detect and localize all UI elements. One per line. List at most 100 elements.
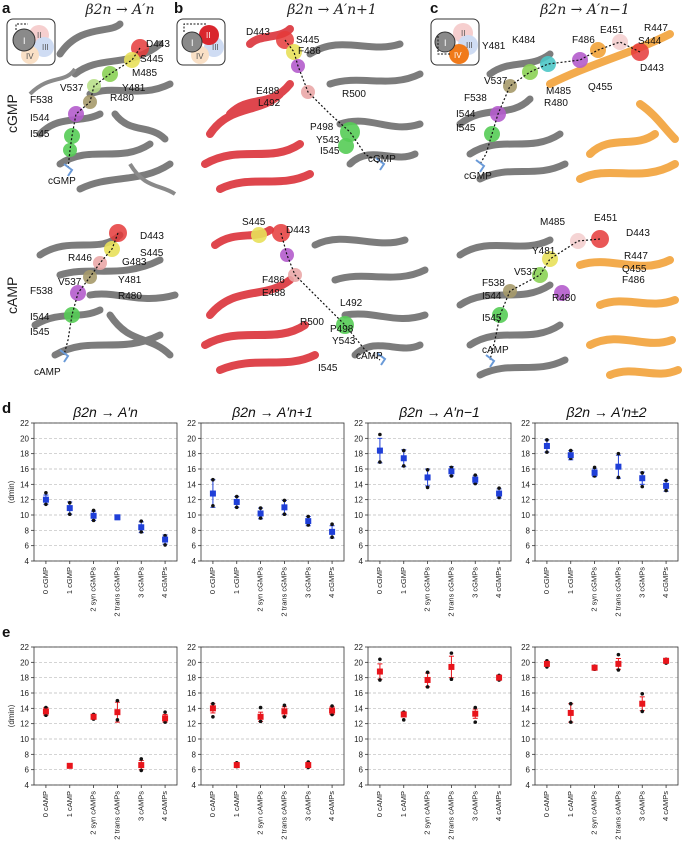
label-b-cgmp-1: S445 [296,35,320,46]
ytick-label-d3-20: 20 [354,434,363,443]
mean-marker-e1-5 [162,715,169,722]
label-a-camp-9: I545 [30,327,50,338]
ytick-label-d1-12: 12 [20,496,29,505]
mean-marker-d1-2 [90,512,97,519]
sample-point-e2-3-1 [282,714,287,719]
plot-frame-d4 [534,422,679,562]
ytick-label-d1-6: 6 [25,542,30,551]
label-b-cgmp-3: E488 [256,86,280,97]
mean-marker-d4-2 [591,469,598,476]
label-c-camp-10: R480 [552,293,576,304]
sample-point-e1-3-1 [115,718,120,722]
xtick-label-e2-1: 1 cAMP [232,791,241,817]
sample-point-e2-2-0 [258,705,263,710]
sample-point-d4-2-0 [592,465,597,470]
sample-point-d4-1-0 [568,448,573,453]
xtick-label-d4-1: 1 cGMP [566,567,575,594]
sample-point-d4-0-1 [545,450,549,454]
ytick-label-d4-14: 14 [521,480,530,489]
sample-point-e2-0-0 [211,701,215,706]
sample-point-d4-4-1 [640,484,645,489]
sample-point-e4-3-1 [616,668,621,672]
mean-marker-e1-3 [114,709,121,716]
mean-marker-e1-4 [138,762,145,769]
mean-marker-e2-0 [209,705,216,712]
label-c-camp-1: E451 [594,213,618,224]
xtick-label-e1-4: 3 cAMPs [136,791,145,821]
label-a-camp-8: I544 [30,312,50,323]
sample-point-e2-2-1 [258,719,263,724]
sample-point-d2-2-0 [258,506,263,510]
ytick-label-d4-10: 10 [521,511,530,520]
mean-marker-e3-1 [400,711,407,718]
ytick-label-d3-18: 18 [354,450,363,459]
mean-marker-d1-4 [138,524,145,531]
ytick-label-d2-10: 10 [187,511,196,520]
xtick-label-d1-0: 0 cGMP [41,567,50,594]
xtick-label-e3-5: 4 cAMPs [494,791,503,821]
label-c-cgmp-14: cGMP [464,171,492,182]
sample-point-d1-4-1 [139,530,144,534]
chart-title-d1: β2n → A′n [72,404,138,420]
label-c-cgmp-11: R480 [544,98,568,109]
mean-marker-e4-3 [615,660,622,667]
label-a-camp-3: G483 [122,257,147,268]
label-a-cgmp-8: I545 [30,129,50,140]
label-a-cgmp-4: R480 [110,93,134,104]
mean-marker-d3-2 [424,474,431,481]
ytick-label-d4-4: 4 [526,557,531,566]
xtick-label-e2-0: 0 cAMP [208,791,217,817]
mean-marker-e4-0 [543,660,550,667]
ytick-label-d4-18: 18 [521,450,530,459]
sample-point-d4-3-0 [616,451,621,456]
ytick-label-d4-6: 6 [526,542,531,551]
mean-marker-e3-2 [424,676,431,683]
ylabel-e1: ⟨dmin⟩ [7,704,16,728]
plot-frame-e2 [200,646,345,786]
xtick-label-d1-5: 4 cGMPs [160,567,169,598]
label-b-camp-6: P498 [330,324,354,335]
mean-marker-d1-5 [162,536,169,543]
xtick-label-e4-1: 1 cAMP [566,791,575,817]
ytick-label-e3-6: 6 [359,766,364,775]
label-a-camp-2: R446 [68,253,92,264]
sample-point-d1-1-1 [67,512,72,517]
ytick-label-e4-4: 4 [526,781,531,790]
ytick-label-d2-16: 16 [187,465,196,474]
ytick-label-e1-6: 6 [25,766,30,775]
label-a-cgmp-2: M485 [132,68,158,79]
xtick-label-d2-1: 1 cGMP [232,567,241,594]
ytick-label-e4-8: 8 [526,750,531,759]
mean-marker-d1-1 [66,505,73,512]
mean-marker-d2-3 [281,504,288,511]
ytick-label-e1-22: 22 [20,643,29,652]
mean-marker-d2-2 [257,510,264,517]
sample-point-d1-1-0 [67,500,72,505]
label-c-camp-2: D443 [626,228,650,239]
subunit-legend-c: I II III IV [430,18,480,66]
legend-b-II: II [206,31,210,40]
plot-frame-e3 [367,646,512,786]
xtick-label-e4-2: 2 syn cAMPs [590,791,599,835]
label-b-camp-7: Y543 [332,336,356,347]
sample-point-d3-3-1 [449,474,454,478]
label-c-cgmp-12: I544 [456,109,476,120]
sample-point-d1-4-0 [139,519,144,523]
sample-point-d4-5-0 [664,478,668,483]
ytick-label-d3-16: 16 [354,465,363,474]
sample-point-d2-0-1 [211,504,215,508]
mean-marker-d3-5 [496,490,503,497]
xtick-label-d4-0: 0 cGMP [542,567,551,594]
ytick-label-e3-20: 20 [354,658,363,667]
ytick-label-e4-18: 18 [521,674,530,683]
xtick-label-e1-0: 0 cAMP [41,791,50,817]
subunit-legend-a: I II III IV [6,18,56,66]
xtick-label-e4-3: 2 trans cAMPs [613,791,622,840]
label-c-camp-6: F486 [622,275,645,286]
sample-point-d1-0-0 [44,490,48,495]
ytick-label-e1-14: 14 [20,704,29,713]
plot-frame-d1 [33,422,178,562]
mean-marker-e4-4 [639,700,646,707]
xtick-label-d4-2: 2 syn cGMPs [590,567,599,612]
xtick-label-e3-1: 1 cAMP [399,791,408,817]
